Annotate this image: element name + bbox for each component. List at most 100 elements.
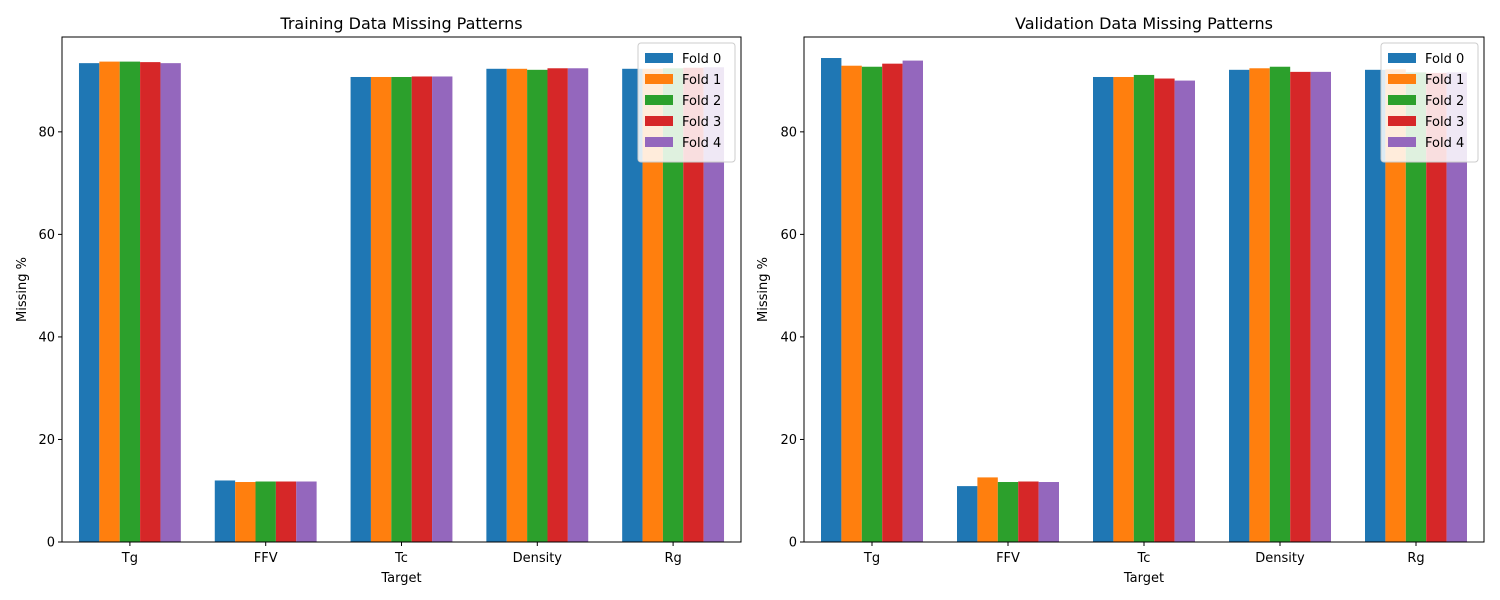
x-axis-label: Target bbox=[380, 571, 421, 586]
legend-label: Fold 3 bbox=[682, 115, 721, 130]
chart-title: Validation Data Missing Patterns bbox=[1015, 14, 1273, 33]
bar-fold-4-ffv bbox=[1038, 482, 1059, 542]
legend-swatch bbox=[645, 116, 673, 126]
bar-fold-0-rg bbox=[1365, 69, 1386, 542]
bar-fold-0-ffv bbox=[957, 486, 978, 542]
bar-fold-2-ffv bbox=[997, 482, 1019, 542]
legend-swatch bbox=[645, 95, 673, 105]
bar-fold-0-tg bbox=[78, 63, 100, 542]
y-tick-label: 40 bbox=[38, 330, 55, 345]
x-tick-label: Tc bbox=[1137, 551, 1151, 566]
y-tick-label: 20 bbox=[780, 433, 797, 448]
bar-fold-2-tg bbox=[119, 61, 141, 543]
bar-fold-3-ffv bbox=[1018, 481, 1039, 542]
legend: Fold 0 Fold 1 Fold 2 Fold 3 Fold 4 bbox=[1380, 42, 1479, 163]
bars-group bbox=[821, 58, 1467, 543]
bar-fold-4-tg bbox=[160, 63, 181, 542]
y-tick-label: 0 bbox=[789, 536, 797, 551]
bar-fold-0-ffv bbox=[214, 480, 236, 542]
y-tick-label: 40 bbox=[780, 330, 797, 345]
bar-fold-4-ffv bbox=[296, 481, 317, 542]
bar-fold-0-density bbox=[1229, 69, 1250, 542]
bar-fold-4-rg bbox=[703, 67, 725, 543]
legend-label: Fold 4 bbox=[682, 136, 721, 151]
bar-fold-1-tg bbox=[99, 61, 120, 543]
bar-fold-2-tc bbox=[391, 76, 412, 543]
legend-label: Fold 0 bbox=[1425, 52, 1464, 67]
bar-fold-1-tg bbox=[841, 65, 862, 542]
x-tick-label: Density bbox=[1255, 551, 1305, 566]
y-axis-label: Missing % bbox=[756, 257, 771, 322]
x-tick-label: Tc bbox=[394, 551, 408, 566]
bar-fold-3-rg bbox=[683, 67, 704, 543]
x-axis-label: Target bbox=[1123, 571, 1164, 586]
bar-fold-2-ffv bbox=[255, 481, 276, 542]
bar-fold-1-tc bbox=[370, 76, 392, 543]
bar-fold-4-rg bbox=[1446, 72, 1467, 542]
y-tick-label: 0 bbox=[47, 536, 55, 551]
legend-label: Fold 3 bbox=[1425, 115, 1464, 130]
bar-fold-1-rg bbox=[642, 68, 663, 542]
bar-fold-4-density bbox=[1310, 71, 1331, 542]
x-tick-label: FFV bbox=[996, 551, 1020, 566]
legend: Fold 0 Fold 1 Fold 2 Fold 3 Fold 4 bbox=[637, 42, 736, 163]
legend-swatch bbox=[645, 74, 673, 84]
chart-title: Training Data Missing Patterns bbox=[279, 14, 522, 33]
bar-fold-2-rg bbox=[1405, 72, 1427, 542]
legend-label: Fold 2 bbox=[682, 94, 721, 109]
bar-fold-2-density bbox=[1269, 66, 1291, 543]
bar-fold-3-tg bbox=[140, 62, 161, 542]
x-tick-label: Tg bbox=[121, 551, 138, 566]
bar-fold-1-tc bbox=[1113, 76, 1134, 543]
legend-frame bbox=[637, 42, 736, 163]
bar-fold-1-density bbox=[506, 68, 528, 542]
legend-swatch bbox=[1388, 116, 1416, 126]
bar-fold-2-density bbox=[527, 69, 548, 542]
x-tick-label: Rg bbox=[1407, 551, 1424, 566]
bar-fold-0-tc bbox=[350, 76, 371, 543]
x-axis-ticks: Tg FFV Tc Density Rg bbox=[121, 542, 682, 566]
bar-fold-4-tg bbox=[902, 60, 923, 543]
bar-fold-4-density bbox=[567, 68, 589, 542]
y-axis-ticks: 0 20 40 60 80 bbox=[38, 125, 62, 551]
legend-swatch bbox=[1388, 53, 1416, 63]
bar-fold-2-tg bbox=[861, 66, 883, 543]
legend-swatch bbox=[1388, 137, 1416, 147]
bar-fold-4-tc bbox=[1174, 80, 1195, 543]
bar-fold-3-tc bbox=[1154, 78, 1175, 542]
y-tick-label: 60 bbox=[38, 228, 55, 243]
bar-fold-3-tg bbox=[882, 63, 903, 542]
legend-swatch bbox=[1388, 74, 1416, 84]
bar-fold-0-tc bbox=[1093, 76, 1114, 543]
bar-fold-1-rg bbox=[1385, 69, 1406, 542]
chart-validation: 0 20 40 60 80 Tg FFV Tc Density Rg Validation Da… bbox=[756, 14, 1485, 586]
legend-label: Fold 4 bbox=[1425, 136, 1464, 151]
bar-fold-2-tc bbox=[1133, 74, 1155, 542]
chart-training: 0 20 40 60 80 Tg FFV Tc Density Rg Training Data… bbox=[15, 14, 742, 586]
legend-label: Fold 1 bbox=[682, 73, 721, 88]
bar-fold-1-ffv bbox=[977, 477, 998, 542]
bar-fold-1-density bbox=[1249, 68, 1270, 542]
bar-fold-0-density bbox=[486, 68, 507, 542]
legend-swatch bbox=[1388, 95, 1416, 105]
bar-fold-4-tc bbox=[432, 76, 453, 542]
legend-swatch bbox=[645, 137, 673, 147]
bar-fold-0-rg bbox=[622, 68, 643, 542]
y-tick-label: 20 bbox=[38, 433, 55, 448]
x-axis-ticks: Tg FFV Tc Density Rg bbox=[863, 542, 1425, 566]
bar-fold-2-rg bbox=[662, 68, 684, 542]
y-axis-label: Missing % bbox=[15, 257, 30, 322]
bar-fold-3-ffv bbox=[275, 481, 297, 542]
y-tick-label: 80 bbox=[780, 125, 797, 140]
x-tick-label: Tg bbox=[863, 551, 880, 566]
y-tick-label: 60 bbox=[780, 228, 797, 243]
bar-fold-3-tc bbox=[411, 76, 433, 542]
bar-fold-0-tg bbox=[821, 58, 842, 543]
legend-frame bbox=[1380, 42, 1479, 163]
bar-fold-3-rg bbox=[1426, 72, 1447, 542]
bar-fold-3-density bbox=[1290, 71, 1311, 542]
legend-label: Fold 0 bbox=[682, 52, 721, 67]
x-tick-label: FFV bbox=[254, 551, 278, 566]
legend-label: Fold 1 bbox=[1425, 73, 1464, 88]
